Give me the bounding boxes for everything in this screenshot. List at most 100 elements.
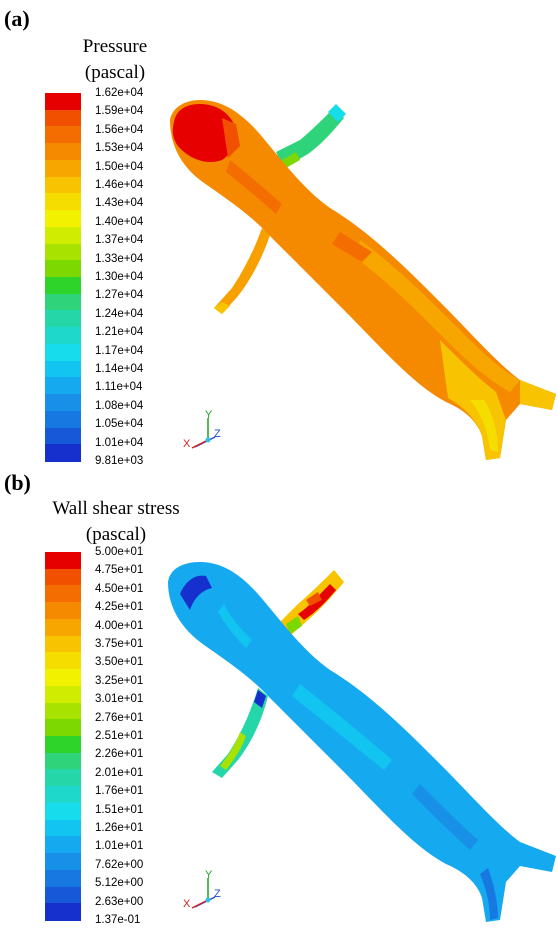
- legend-title: Wall shear stress (pascal): [30, 496, 202, 548]
- colorbar-swatch: [45, 377, 81, 395]
- colorbar-swatch: [45, 702, 81, 720]
- colorbar-tick-label: 1.53e+04: [95, 142, 144, 155]
- colorbar-tick-label: 4.25e+01: [95, 601, 144, 614]
- colorbar-tick-label: 3.01e+01: [95, 693, 144, 706]
- colorbar-tick-label: 1.24e+04: [95, 307, 144, 320]
- legend-title: Pressure (pascal): [60, 34, 170, 86]
- colorbar-tick-label: 1.08e+04: [95, 399, 144, 412]
- colorbar-tick-label: 1.14e+04: [95, 363, 144, 375]
- colorbar-tick-label: 5.12e+00: [95, 877, 144, 890]
- colorbar-swatch: [45, 210, 81, 228]
- colorbar-swatch: [45, 719, 81, 737]
- colorbar-swatch: [45, 652, 81, 670]
- inlet-region: [172, 104, 236, 163]
- triad-x-label: X: [183, 898, 191, 910]
- colorbar-tick-label: 9.81e+03: [95, 455, 144, 467]
- colorbar-swatch: [45, 293, 81, 312]
- colorbar-swatch: [45, 143, 81, 161]
- colorbar-tick-label: 2.01e+01: [95, 766, 144, 779]
- colorbar-swatch: [45, 126, 81, 144]
- triad-y-label: Y: [205, 869, 213, 881]
- colorbar-swatch: [45, 802, 81, 821]
- colorbar-swatch: [45, 360, 81, 378]
- colorbar-swatch: [45, 853, 81, 871]
- colorbar-tick-label: 1.40e+04: [95, 215, 144, 228]
- colorbar-tick-label: 1.33e+04: [95, 252, 144, 265]
- colorbar-swatch: [45, 552, 81, 570]
- left-branch-vessel: [212, 688, 268, 778]
- colorbar-swatch: [45, 410, 81, 429]
- colorbar-tick-label: 3.50e+01: [95, 656, 144, 669]
- colorbar-swatch: [45, 444, 81, 462]
- colorbar-swatch: [45, 277, 81, 295]
- colorbar-swatch: [45, 736, 81, 754]
- colorbar-tick-label: 1.27e+04: [95, 289, 144, 302]
- colorbar-swatch: [45, 93, 81, 111]
- axis-triad: Y Z X: [183, 869, 221, 910]
- wall-shear-stress-artery-model: [168, 562, 556, 922]
- colorbar-tick-label: 3.75e+01: [95, 638, 144, 650]
- colorbar-swatch: [45, 669, 81, 687]
- colorbar-tick-label: 2.63e+00: [95, 895, 144, 908]
- colorbar-swatch: [45, 159, 81, 178]
- colorbar-tick-label: 3.25e+01: [95, 674, 144, 687]
- colorbar-tick-label: 1.37e+04: [95, 234, 144, 247]
- colorbar-tick-label: 1.30e+04: [95, 271, 144, 283]
- colorbar-tick-label: 1.50e+04: [95, 160, 144, 173]
- colorbar-swatch: [45, 260, 81, 278]
- colorbar-tick-label: 1.59e+04: [95, 105, 144, 118]
- colorbar-swatch: [45, 193, 81, 211]
- colorbar-tick-label: 1.62e+04: [95, 87, 144, 99]
- wall-shear-stress-panel: (b) Wall shear stress (pascal) 5.00e+01 4…: [0, 464, 558, 928]
- left-branch-vessel: [214, 228, 270, 314]
- colorbar-swatch: [45, 327, 81, 345]
- colorbar-swatch: [45, 786, 81, 804]
- colorbar-tick-label: 7.62e+00: [95, 858, 144, 871]
- legend-title-quantity: Pressure: [82, 36, 148, 57]
- colorbar-swatch: [45, 310, 81, 328]
- colorbar-tick-label: 5.00e+01: [95, 546, 144, 558]
- colorbar-swatch: [45, 343, 81, 362]
- triad-y-label: Y: [205, 409, 213, 421]
- triad-z-label: Z: [214, 428, 221, 440]
- colorbar-tick-label: 4.75e+01: [95, 564, 144, 577]
- panel-label: (b): [4, 470, 31, 495]
- colorbar-tick-label: 1.01e+01: [95, 840, 144, 853]
- colorbar-swatch: [45, 819, 81, 837]
- colorbar-tick-label: 1.76e+01: [95, 785, 144, 798]
- colorbar-tick-label: 1.05e+04: [95, 418, 144, 431]
- colorbar-swatch: [45, 769, 81, 787]
- colorbar-swatch: [45, 886, 81, 904]
- triad-x-label: X: [183, 438, 191, 450]
- axis-triad: Y Z X: [183, 409, 221, 450]
- colorbar-tick-label: 1.46e+04: [95, 179, 144, 191]
- colorbar-tick-label: 4.00e+01: [95, 619, 144, 632]
- colorbar-tick-label: 4.50e+01: [95, 582, 144, 595]
- colorbar-swatch: [45, 635, 81, 653]
- colorbar-tick-label: 1.26e+01: [95, 822, 144, 834]
- colorbar-tick-label: 1.43e+04: [95, 197, 144, 210]
- colorbar-tick-label: 1.11e+04: [95, 381, 143, 394]
- upper-branch-vessel: [276, 108, 344, 168]
- legend-title-quantity: Wall shear stress: [52, 498, 180, 519]
- colorbar: [45, 93, 81, 462]
- colorbar-tick-label: 1.51e+01: [95, 803, 144, 816]
- colorbar-swatch: [45, 394, 81, 412]
- colorbar-swatch: [45, 618, 81, 637]
- triad-z-label: Z: [214, 888, 221, 900]
- legend-title-unit: (pascal): [85, 524, 147, 545]
- pressure-artery-model: [170, 100, 556, 460]
- colorbar-tick-label: 1.56e+04: [95, 123, 144, 136]
- colorbar-tick-label: 1.01e+04: [95, 436, 144, 449]
- colorbar-swatch: [45, 585, 81, 603]
- legend-title-unit: (pascal): [84, 62, 146, 83]
- colorbar: [45, 552, 81, 921]
- colorbar-tick-label: 1.17e+04: [95, 344, 144, 357]
- colorbar-swatch: [45, 685, 81, 704]
- panel-label: (a): [4, 6, 30, 31]
- colorbar-swatch: [45, 427, 81, 445]
- colorbar-swatch: [45, 602, 81, 620]
- colorbar-tick-label: 1.21e+04: [95, 326, 144, 339]
- colorbar-tick-label: 2.51e+01: [95, 730, 144, 742]
- colorbar-swatch: [45, 176, 81, 194]
